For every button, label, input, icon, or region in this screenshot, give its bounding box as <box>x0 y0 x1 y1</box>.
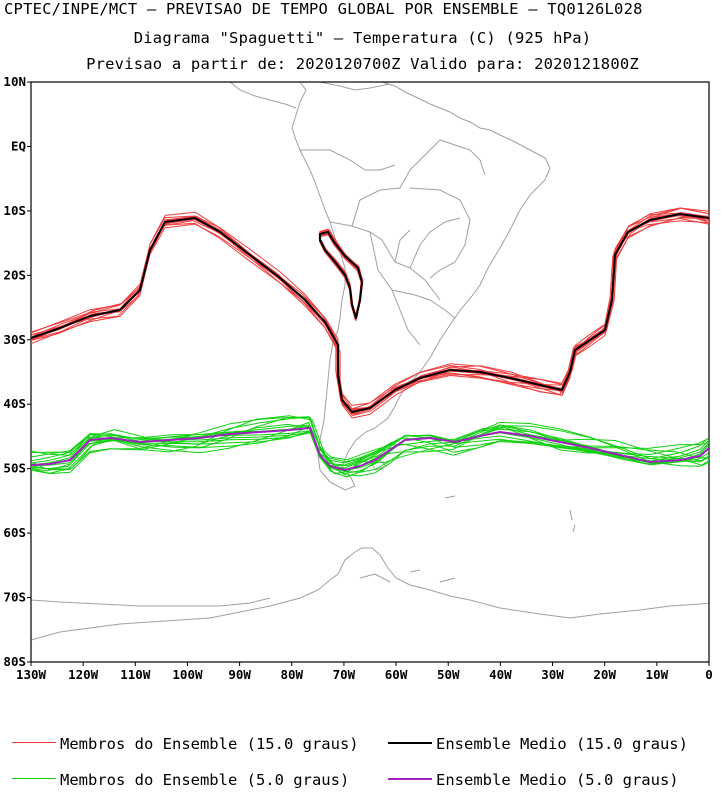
lat-label: 40S <box>3 396 26 411</box>
map-frame <box>30 81 710 663</box>
south-america-coast <box>291 82 551 491</box>
south-georgia <box>444 495 576 533</box>
legend-purple-mean: Ensemble Medio (5.0 graus) <box>388 771 679 789</box>
lon-label: 90W <box>228 667 251 682</box>
legend-red-label: Membros do Ensemble (15.0 graus) <box>60 735 359 753</box>
lon-label: 50W <box>437 667 460 682</box>
mean-5-line <box>31 427 709 471</box>
legend-purple-swatch <box>388 777 432 780</box>
lon-label: 120W <box>68 667 99 682</box>
legend-black-swatch <box>388 741 432 744</box>
legend-green-members: Membros do Ensemble (5.0 graus) <box>12 771 349 789</box>
legend-purple-label: Ensemble Medio (5.0 graus) <box>436 771 679 789</box>
lon-label: 130W <box>16 667 47 682</box>
lon-label: 60W <box>385 667 408 682</box>
lon-label: 30W <box>541 667 564 682</box>
central-america-coast <box>229 82 391 109</box>
member-5-line <box>31 426 708 463</box>
country-borders <box>300 139 486 346</box>
map-frame-bg <box>31 82 709 662</box>
lat-label: 10S <box>3 203 26 218</box>
lat-label: 10N <box>3 74 26 89</box>
legend-green-label: Membros do Ensemble (5.0 graus) <box>60 771 350 789</box>
legend-green-swatch <box>12 778 56 779</box>
mean-15-line <box>31 213 709 413</box>
lat-label: 60S <box>3 525 26 540</box>
legend-red-swatch <box>12 742 56 743</box>
lon-label: 10W <box>646 667 669 682</box>
spaghetti-contours <box>31 207 709 478</box>
title-line-3: Previsao a partir de: 2020120700Z Valido… <box>86 55 639 73</box>
lat-label: 70S <box>3 590 26 605</box>
lon-label: 70W <box>333 667 356 682</box>
lat-label: 20S <box>3 267 26 282</box>
member-5-line <box>31 415 709 474</box>
lat-label: 80S <box>3 654 26 669</box>
legend-black-mean: Ensemble Medio (15.0 graus) <box>388 735 688 753</box>
title-line-1: CPTEC/INPE/MCT – PREVISAO DE TEMPO GLOBA… <box>4 0 643 18</box>
lon-label: 0 <box>705 667 713 682</box>
member-5-line <box>31 416 709 470</box>
lon-label: 40W <box>489 667 512 682</box>
lat-label: 50S <box>3 461 26 476</box>
lat-label: 30S <box>3 332 26 347</box>
coastlines <box>31 82 709 641</box>
member-5-line <box>31 416 709 473</box>
mean-15-andes-line <box>319 231 363 319</box>
legend-red-members: Membros do Ensemble (15.0 graus) <box>12 735 359 753</box>
lon-label: 20W <box>593 667 616 682</box>
lon-label: 110W <box>120 667 151 682</box>
lat-label: EQ <box>11 138 26 153</box>
legend-black-label: Ensemble Medio (15.0 graus) <box>436 735 688 753</box>
lon-label: 80W <box>280 667 303 682</box>
member-5-line <box>31 431 709 469</box>
antarctica-coast <box>31 547 709 641</box>
member-5-line <box>31 423 709 475</box>
title-line-2: Diagrama "Spaguetti" – Temperatura (C) (… <box>133 29 592 47</box>
lon-label: 100W <box>172 667 203 682</box>
